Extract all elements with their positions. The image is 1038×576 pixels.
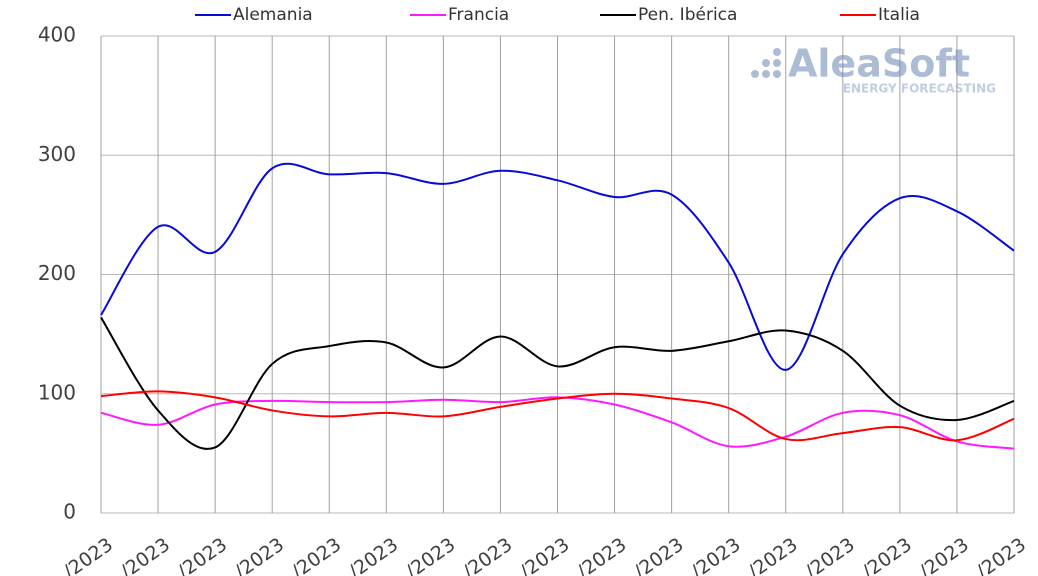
y-tick-label: 100	[38, 380, 76, 404]
y-tick-label: 0	[63, 500, 76, 524]
y-tick-label: 300	[38, 142, 76, 166]
x-tick-label: /2023	[60, 534, 117, 576]
x-tick-label: /2023	[345, 534, 402, 576]
series-line	[100, 316, 1015, 450]
y-tick-label: 400	[38, 23, 76, 47]
watermark: AleaSoft ENERGY FORECASTING	[751, 42, 996, 96]
x-tick-label: /2023	[744, 534, 801, 576]
x-tick-label: /2023	[459, 534, 516, 576]
legend-label: Italia	[878, 5, 920, 25]
x-tick-label: /2023	[516, 534, 573, 576]
series-line	[100, 390, 1015, 442]
legend-label: Alemania	[233, 5, 313, 25]
x-tick-label: /2023	[402, 534, 459, 576]
x-tick-label: /2023	[801, 534, 858, 576]
legend-label: Pen. Ibérica	[638, 5, 737, 25]
x-tick-label: /2023	[973, 534, 1030, 576]
x-tick-label: /2023	[174, 534, 231, 576]
x-tick-label: /2023	[288, 534, 345, 576]
x-tick-label: /2023	[915, 534, 972, 576]
watermark-title: AleaSoft	[788, 42, 970, 86]
x-tick-label: /2023	[630, 534, 687, 576]
series-line	[100, 396, 1015, 450]
x-tick-label: /2023	[573, 534, 630, 576]
x-tick-label: /2023	[117, 534, 174, 576]
x-tick-label: /2023	[858, 534, 915, 576]
series-line	[100, 162, 1015, 371]
grid	[100, 35, 1015, 514]
legend-label: Francia	[448, 5, 509, 25]
y-tick-label: 200	[38, 261, 76, 285]
x-tick-label: /2023	[687, 534, 744, 576]
watermark-tagline: ENERGY FORECASTING	[843, 82, 996, 96]
x-tick-label: /2023	[231, 534, 288, 576]
